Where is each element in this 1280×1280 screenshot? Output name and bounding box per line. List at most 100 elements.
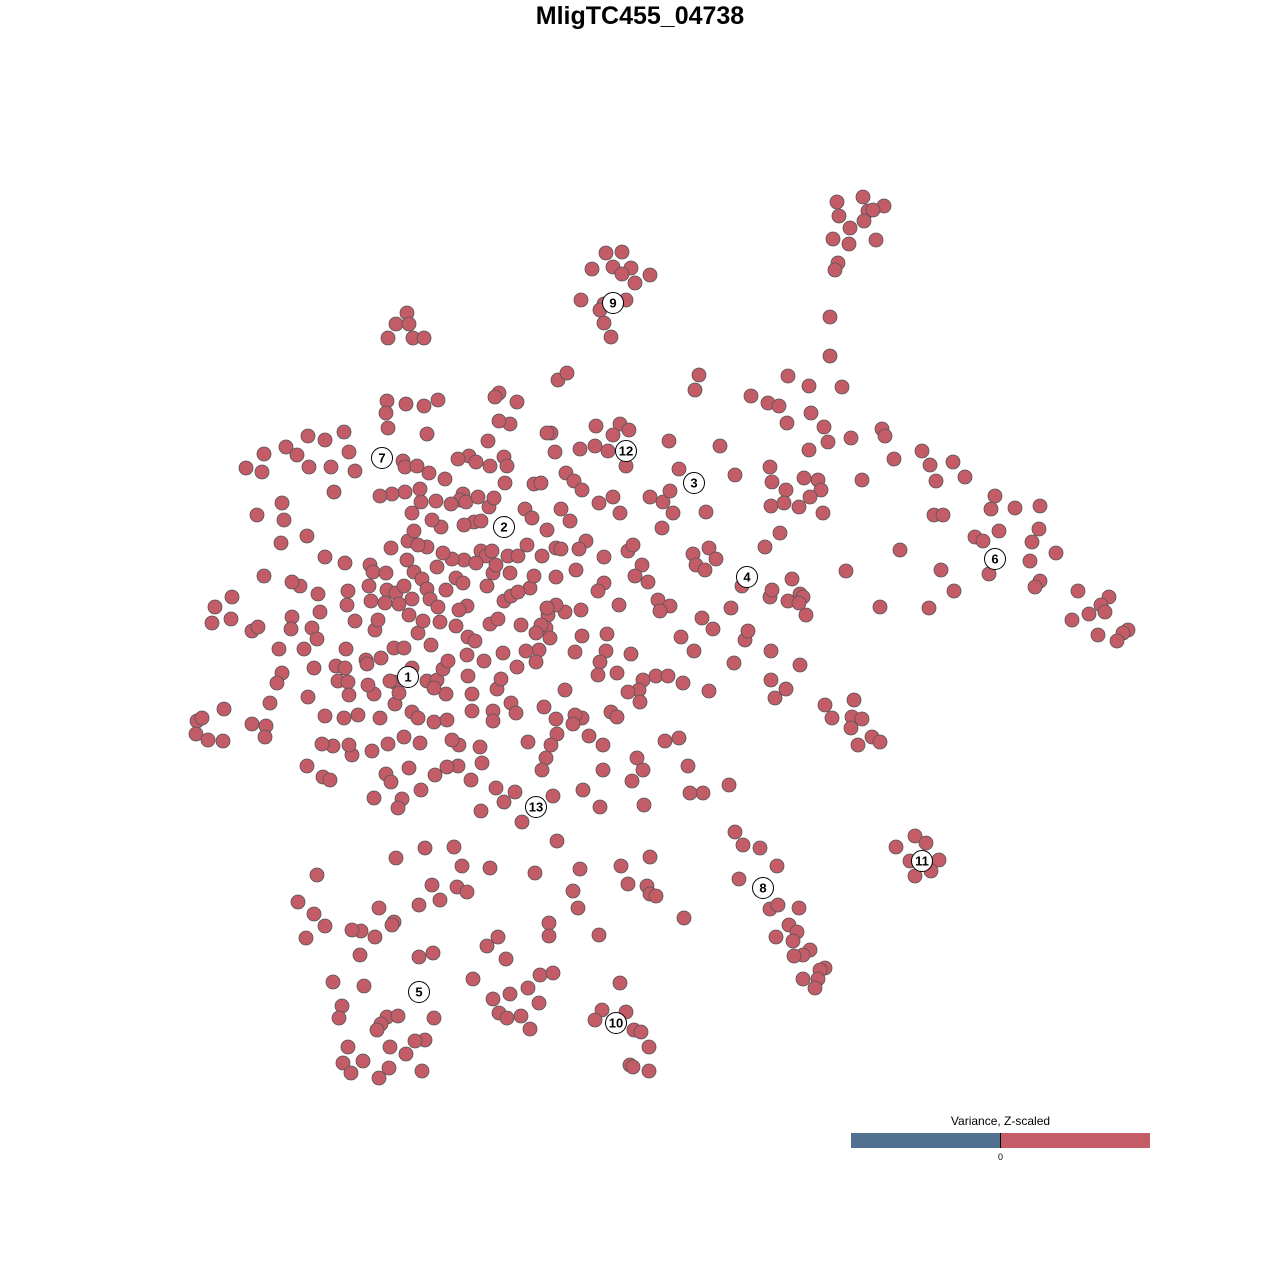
data-point: [627, 568, 643, 584]
data-point: [401, 316, 417, 332]
data-point: [396, 729, 412, 745]
data-point: [662, 483, 678, 499]
data-point: [482, 860, 498, 876]
data-point: [491, 413, 507, 429]
data-point: [257, 729, 273, 745]
data-point: [834, 379, 850, 395]
data-point: [574, 628, 590, 644]
cluster-label-badge: [984, 548, 1006, 570]
data-point: [439, 759, 455, 775]
data-point: [274, 495, 290, 511]
data-point: [572, 861, 588, 877]
data-point: [335, 1055, 351, 1071]
data-point: [273, 535, 289, 551]
data-point: [398, 1046, 414, 1062]
data-point: [419, 426, 435, 442]
data-point: [432, 892, 448, 908]
data-point: [542, 630, 558, 646]
data-point: [820, 434, 836, 450]
data-point: [528, 625, 544, 641]
data-point: [634, 557, 650, 573]
data-point: [498, 951, 514, 967]
data-point: [425, 945, 441, 961]
data-point: [691, 367, 707, 383]
data-point: [459, 884, 475, 900]
data-point: [598, 245, 614, 261]
data-point: [361, 578, 377, 594]
data-point: [430, 599, 446, 615]
data-point: [1007, 500, 1023, 516]
data-point: [807, 980, 823, 996]
data-point: [340, 674, 356, 690]
data-point: [587, 1012, 603, 1028]
data-point: [764, 582, 780, 598]
data-point: [571, 541, 587, 557]
data-point: [584, 261, 600, 277]
data-point: [382, 1039, 398, 1055]
data-point: [283, 621, 299, 637]
data-point: [424, 877, 440, 893]
data-point: [380, 330, 396, 346]
data-point: [467, 633, 483, 649]
data-point: [572, 441, 588, 457]
data-point: [633, 1024, 649, 1040]
data-point: [438, 686, 454, 702]
data-point: [1064, 612, 1080, 628]
data-point: [539, 522, 555, 538]
data-point: [216, 701, 232, 717]
data-point: [359, 656, 375, 672]
data-point: [1109, 633, 1125, 649]
data-point: [336, 424, 352, 440]
data-point: [427, 767, 443, 783]
data-point: [341, 687, 357, 703]
data-point: [480, 433, 496, 449]
data-point: [468, 555, 484, 571]
data-point: [373, 650, 389, 666]
data-point: [513, 1008, 529, 1024]
data-point: [493, 671, 509, 687]
data-point: [803, 405, 819, 421]
data-point: [768, 929, 784, 945]
data-point: [223, 611, 239, 627]
data-point: [382, 673, 398, 689]
data-point: [784, 571, 800, 587]
legend-colorbar: [851, 1133, 1150, 1148]
data-point: [632, 694, 648, 710]
data-point: [854, 472, 870, 488]
data-point: [1070, 583, 1086, 599]
data-point: [388, 316, 404, 332]
data-point: [399, 552, 415, 568]
data-point: [592, 654, 608, 670]
data-point: [652, 603, 668, 619]
data-point: [705, 621, 721, 637]
data-point: [791, 595, 807, 611]
data-point: [244, 716, 260, 732]
cluster-label-12: 12: [615, 440, 637, 462]
data-point: [762, 459, 778, 475]
cluster-label-5: 5: [408, 981, 430, 1003]
data-point: [545, 965, 561, 981]
data-point: [635, 762, 651, 778]
data-point: [613, 858, 629, 874]
data-point: [314, 736, 330, 752]
data-point: [520, 734, 536, 750]
data-point: [464, 686, 480, 702]
data-point: [822, 309, 838, 325]
cluster-label-text: 6: [991, 552, 998, 567]
data-point: [642, 267, 658, 283]
cluster-label-badge: [602, 292, 624, 314]
data-point: [507, 784, 523, 800]
data-point: [464, 703, 480, 719]
data-point: [488, 780, 504, 796]
data-point: [414, 1063, 430, 1079]
data-point: [490, 929, 506, 945]
data-point: [694, 610, 710, 626]
data-point: [284, 574, 300, 590]
data-point: [380, 736, 396, 752]
data-point: [413, 494, 429, 510]
data-point: [301, 459, 317, 475]
data-point: [682, 785, 698, 801]
data-point: [740, 623, 756, 639]
data-point: [460, 668, 476, 684]
data-point: [249, 507, 265, 523]
